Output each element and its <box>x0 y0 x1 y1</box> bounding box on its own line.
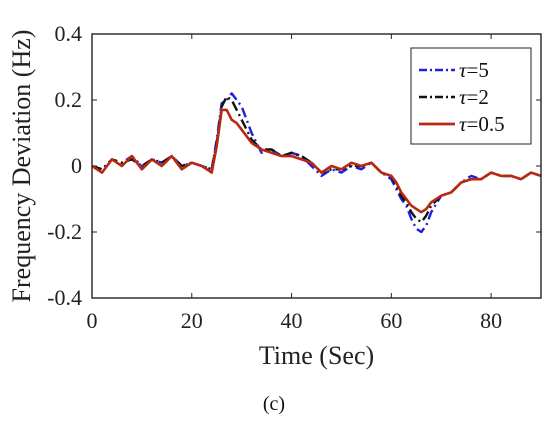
y-tick-label: 0.4 <box>55 21 83 46</box>
x-tick-label: 40 <box>281 308 303 333</box>
x-tick-label: 60 <box>380 308 402 333</box>
legend-label-0: τ=5 <box>459 58 489 82</box>
legend-label-2: τ=0.5 <box>459 112 505 136</box>
y-axis-label: Frequency Deviation (Hz) <box>7 30 36 303</box>
x-tick-label: 0 <box>87 308 98 333</box>
x-tick-label: 80 <box>480 308 502 333</box>
series-lines <box>91 92 542 234</box>
legend: τ=5 τ=2 τ=0.5 <box>410 47 532 145</box>
x-tick-label: 20 <box>181 308 203 333</box>
legend-label-1: τ=2 <box>459 85 489 109</box>
x-tick-labels: 0 20 40 60 80 <box>87 308 503 333</box>
series-line-2 <box>91 108 542 214</box>
y-tick-labels: 0.4 0.2 0 -0.2 -0.4 <box>47 21 82 310</box>
y-tick-label: -0.2 <box>47 219 82 244</box>
x-axis-label: Time (Sec) <box>259 341 374 370</box>
y-tick-label: -0.4 <box>47 285 82 310</box>
plot-frame <box>91 33 542 299</box>
panel-label: (c) <box>263 393 285 415</box>
y-tick-label: 0.2 <box>55 87 83 112</box>
y-tick-label: 0 <box>71 153 82 178</box>
